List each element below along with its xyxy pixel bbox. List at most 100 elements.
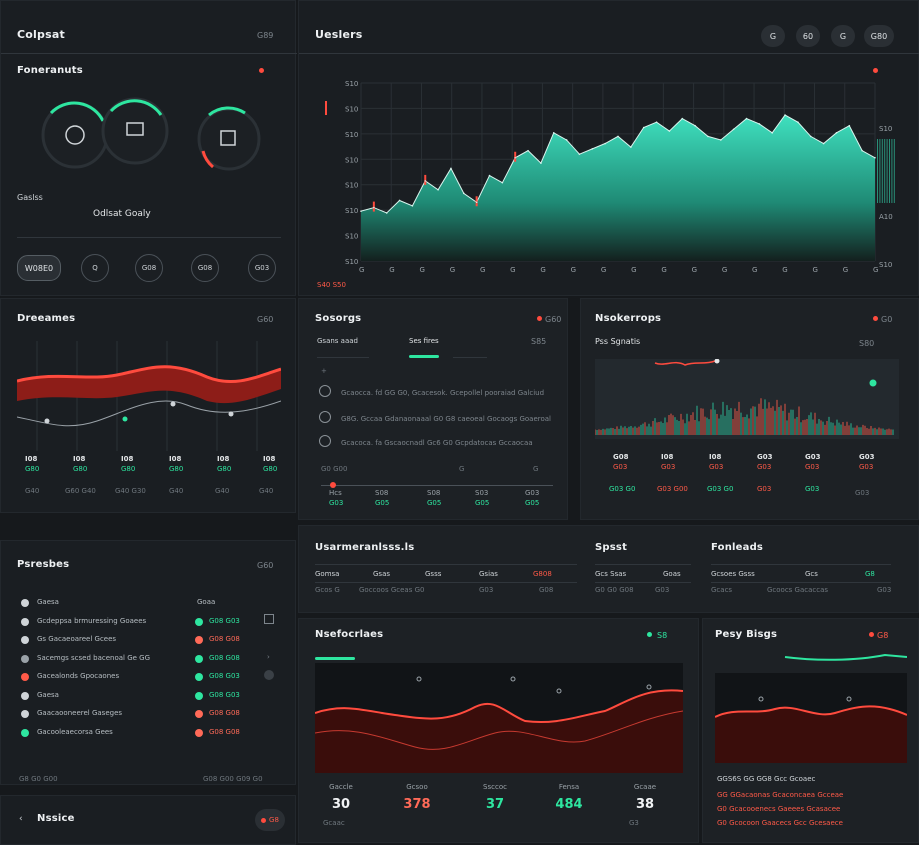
panel-meta: S8 bbox=[657, 631, 668, 640]
stat-label: G80 bbox=[217, 465, 232, 473]
toolbar-button[interactable]: G bbox=[831, 25, 855, 47]
radio-button[interactable] bbox=[319, 435, 331, 447]
list-item: G8G. Gccaa Gdanaonaaal G0 G8 caeoeal Goc… bbox=[341, 415, 552, 423]
x-tick-label: G bbox=[359, 266, 364, 274]
status-dot bbox=[195, 728, 203, 737]
y-tick-label: S10 bbox=[345, 105, 358, 113]
tab-secondary[interactable]: Ses fires bbox=[409, 337, 439, 345]
status-dot bbox=[195, 654, 203, 663]
footer-left: G8 G0 G00 bbox=[19, 775, 58, 783]
settings-panel: Sosorgs G60 Gsans aaad Ses fires S85 + G… bbox=[298, 298, 568, 520]
search-button[interactable]: Q bbox=[81, 254, 109, 282]
list-item: Gcacoca. fa Gscaocnadl Gc6 G0 Gcpdatocas… bbox=[341, 439, 533, 447]
y-tick-label: S10 bbox=[345, 182, 358, 190]
action-button[interactable]: G03 bbox=[248, 254, 276, 282]
status-dot bbox=[21, 617, 29, 626]
list-item[interactable]: Gcdeppsa brmuressing Goaees bbox=[37, 616, 147, 625]
stat-label: G03 bbox=[805, 463, 820, 471]
data-point bbox=[501, 181, 504, 184]
x-tick-label: G bbox=[782, 266, 787, 274]
list-item[interactable]: Gaacaooneerel Gaseges bbox=[37, 709, 123, 717]
action-button[interactable]: G08 bbox=[191, 254, 219, 282]
list-item[interactable]: Gacooleaecorsa Gees bbox=[37, 727, 113, 736]
divider bbox=[453, 357, 487, 358]
panel-meta: G0 bbox=[881, 315, 893, 324]
data-point bbox=[398, 199, 401, 202]
list-item[interactable]: Gaesa bbox=[37, 690, 59, 699]
list-status: Goaa bbox=[197, 598, 216, 606]
stat-label: G03 bbox=[613, 463, 628, 471]
footer-text: G40 bbox=[259, 487, 274, 495]
radio-button[interactable] bbox=[319, 411, 331, 423]
main-chart-panel: Ueslers G 60 G G80 S10 S10 S10 S10 S10 S10 S10… bbox=[298, 0, 919, 296]
chart-footer: S40 S50 bbox=[317, 281, 346, 289]
detail-line: GG GGacaonas Gcaconcaea Gcceae bbox=[717, 791, 844, 799]
stat-value: I08 bbox=[217, 455, 230, 463]
data-point bbox=[720, 139, 722, 141]
status-dot bbox=[21, 728, 29, 737]
list-item[interactable]: Gs Gacaeoareel Gcees bbox=[37, 635, 117, 643]
list-item[interactable]: Gacealonds Gpocaones bbox=[37, 672, 120, 680]
divider bbox=[299, 53, 919, 54]
circle-icon[interactable] bbox=[264, 670, 274, 680]
slider-track[interactable] bbox=[321, 485, 553, 486]
status-dot bbox=[21, 636, 29, 644]
table-header: G808 bbox=[533, 570, 552, 578]
data-point bbox=[604, 142, 606, 145]
stat-label: Gcaae bbox=[633, 783, 657, 791]
tab-primary[interactable]: Gsans aaad bbox=[317, 337, 358, 345]
toolbar-button[interactable]: 60 bbox=[796, 25, 820, 47]
table-cell: Gcos G bbox=[315, 586, 340, 594]
data-point bbox=[707, 135, 709, 138]
x-tick-label: G bbox=[540, 266, 545, 274]
table-cell: Gcacs bbox=[711, 586, 733, 594]
data-point bbox=[360, 210, 362, 212]
bottom-label: Hcs bbox=[329, 489, 342, 497]
side-bar bbox=[891, 139, 893, 203]
gauges bbox=[41, 97, 261, 171]
stat-value: I08 bbox=[169, 455, 182, 463]
marker-point bbox=[869, 379, 877, 387]
toggle-button[interactable]: G8 bbox=[255, 809, 285, 831]
x-tick-label: G bbox=[843, 266, 848, 274]
data-point bbox=[527, 149, 529, 152]
side-bar bbox=[889, 139, 890, 203]
data-point bbox=[771, 132, 773, 134]
detail-line: GGS6S GG GG8 Gcc Gcoaec bbox=[717, 775, 816, 783]
footer-right: G bbox=[459, 465, 465, 473]
stat-label: G03 bbox=[757, 463, 772, 471]
x-tick-label: G bbox=[450, 266, 455, 274]
bottom-value: G05 bbox=[427, 499, 442, 507]
toolbar-button[interactable]: G80 bbox=[864, 25, 894, 47]
table-header: Gcsoes Gsss bbox=[711, 570, 755, 578]
data-point bbox=[630, 146, 632, 148]
stat-label: Fensa bbox=[558, 783, 580, 791]
list-item[interactable]: Gaesa bbox=[37, 598, 59, 606]
bottom-label: S08 bbox=[375, 489, 389, 497]
footer-text: G40 bbox=[215, 487, 230, 495]
panel-title: Colpsat bbox=[17, 28, 65, 41]
radio-button[interactable] bbox=[319, 385, 331, 397]
table-title: Spsst bbox=[595, 542, 628, 553]
toolbar-button[interactable]: G bbox=[761, 25, 785, 47]
data-point bbox=[668, 130, 671, 132]
progress-bar bbox=[315, 657, 355, 660]
document-icon[interactable] bbox=[264, 614, 274, 624]
dreeames-panel: Dreeames G60 I08 I08 I08 I08 I08 I08 G80… bbox=[0, 298, 296, 513]
footer-text: G3 bbox=[629, 819, 639, 827]
bottom-value: G05 bbox=[475, 499, 490, 507]
footer-left: G0 G00 bbox=[321, 465, 348, 473]
primary-button[interactable]: W08E0 bbox=[17, 255, 61, 281]
plus-icon[interactable]: + bbox=[321, 367, 327, 375]
marker-point bbox=[714, 359, 720, 364]
footer-text: G40 bbox=[25, 487, 40, 495]
status-dot bbox=[537, 316, 542, 321]
chevron-icon[interactable]: › bbox=[267, 653, 270, 661]
stat-label: Ssccoc bbox=[483, 783, 507, 791]
slider-handle[interactable] bbox=[330, 482, 336, 488]
list-item[interactable]: Sacemgs scsed bacenoal Ge GG bbox=[37, 653, 151, 662]
data-point bbox=[784, 114, 786, 116]
footer-text: G03 G0 bbox=[707, 485, 734, 493]
status-dot bbox=[21, 654, 29, 663]
action-button[interactable]: G08 bbox=[135, 254, 163, 282]
